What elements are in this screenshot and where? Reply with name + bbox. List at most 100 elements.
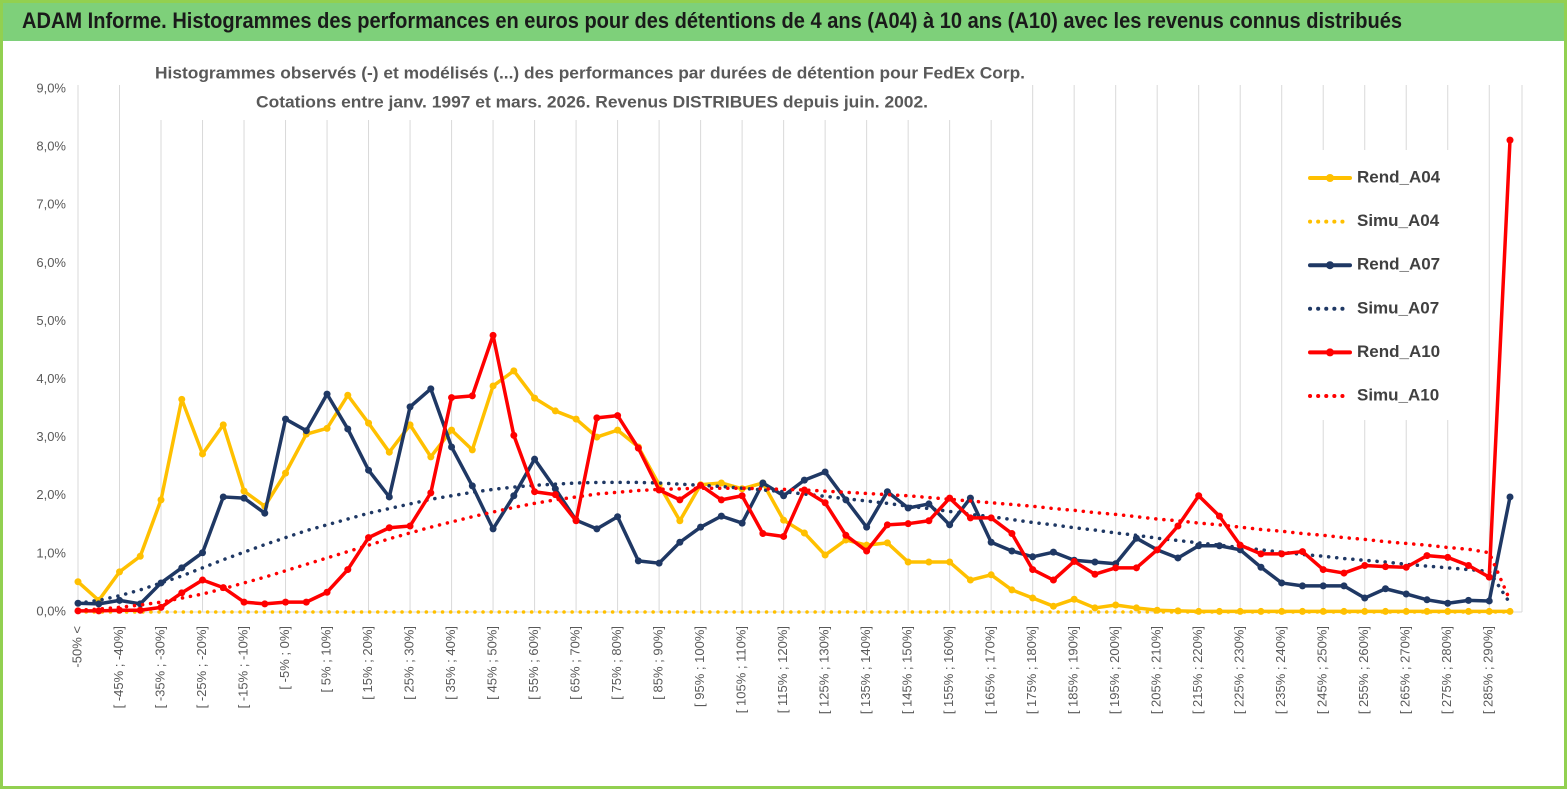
data-point [344,566,352,574]
data-point [1091,570,1099,578]
data-point [655,486,663,494]
data-point [1506,493,1514,501]
data-point [800,486,808,494]
chart-subtitle: Cotations entre janv. 1997 et mars. 2026… [256,92,928,111]
x-tick-label: [ 5% ; 10%] [318,626,333,692]
data-point [1298,548,1306,556]
data-point [1174,554,1182,562]
data-point [1112,601,1120,609]
data-point [178,589,186,597]
data-point [1423,596,1431,604]
data-point [925,500,933,508]
series-line [76,387,1512,606]
data-point [282,469,290,477]
data-point [302,427,310,435]
data-point [863,547,871,555]
data-point [199,450,207,458]
data-point [1091,604,1099,612]
data-point [904,520,912,528]
data-point [510,367,518,375]
legend-marker [1326,261,1334,270]
series-line [76,369,1512,614]
data-point [717,479,725,487]
data-point [385,448,393,456]
data-point [240,487,248,495]
x-tick-label: [ 95% ; 100%] [692,626,707,707]
x-tick-label: [ 75% ; 80%] [609,626,624,700]
x-tick-label: [ 55% ; 60%] [526,626,541,700]
data-point [365,419,373,427]
x-tick-label: [ 105% ; 110%] [734,626,749,713]
data-point [1506,607,1514,615]
data-point [1049,576,1057,584]
data-point [966,576,974,584]
x-tick-label: [ 185% ; 190%] [1066,626,1081,714]
legend-label: Simu_A04 [1357,211,1440,230]
y-tick-label: 9,0% [36,80,66,95]
x-tick-label: [ 125% ; 130%] [817,626,832,714]
x-tick-label: [ -5% ; 0%] [277,626,292,690]
data-point [1506,136,1514,144]
x-tick-label: [ 255% ; 260%] [1356,626,1371,714]
data-point [261,509,269,517]
data-point [759,530,767,538]
data-point [365,466,373,474]
data-point [1319,566,1327,574]
data-point [738,492,746,500]
legend-marker [1326,174,1334,182]
data-point [1195,492,1203,500]
data-point [1236,541,1244,549]
chart-title: Histogrammes observés (-) et modélisés (… [155,63,1025,82]
data-point [966,514,974,522]
data-point [593,414,601,422]
data-point [1423,552,1431,560]
data-point [1361,562,1369,570]
data-point [489,331,497,339]
data-point [738,519,746,527]
data-point [531,488,539,496]
data-point [614,412,622,420]
data-point [1049,602,1057,610]
data-point [468,446,476,454]
data-point [1008,530,1016,538]
y-tick-label: 5,0% [36,313,66,328]
data-point [344,391,352,399]
data-point [821,499,829,507]
data-point [780,492,788,500]
data-point [614,426,622,434]
y-tick-label: 6,0% [36,255,66,270]
data-point [1340,582,1348,590]
data-point [759,479,767,487]
data-point [74,578,82,586]
x-tick-label: [ 285% ; 290%] [1481,626,1496,714]
data-point [385,524,393,532]
data-point [946,521,954,529]
data-point [1444,553,1452,561]
x-tick-label: -50% < [69,626,84,668]
series-line [76,480,1512,606]
data-point [1402,590,1410,598]
x-tick-label: [ -25% ; -20%] [194,626,209,708]
data-point [282,415,290,423]
data-point [219,493,227,501]
legend-label: Simu_A10 [1357,385,1439,404]
data-point [1029,594,1037,602]
data-point [946,494,954,502]
data-point [966,494,974,502]
legend-label: Rend_A07 [1357,255,1440,274]
y-tick-label: 2,0% [36,487,66,502]
y-tick-label: 7,0% [36,197,66,212]
data-point [551,491,559,499]
data-point [240,494,248,502]
data-point [136,552,144,560]
data-point [676,517,684,525]
data-point [1049,548,1057,556]
x-tick-label: [ -45% ; -40%] [111,626,126,708]
legend-label: Simu_A07 [1357,298,1439,317]
data-point [427,385,435,393]
data-point [1091,558,1099,566]
data-point [676,496,684,504]
data-point [551,485,559,493]
data-point [448,394,456,402]
x-tick-label: [ 145% ; 150%] [900,626,915,714]
